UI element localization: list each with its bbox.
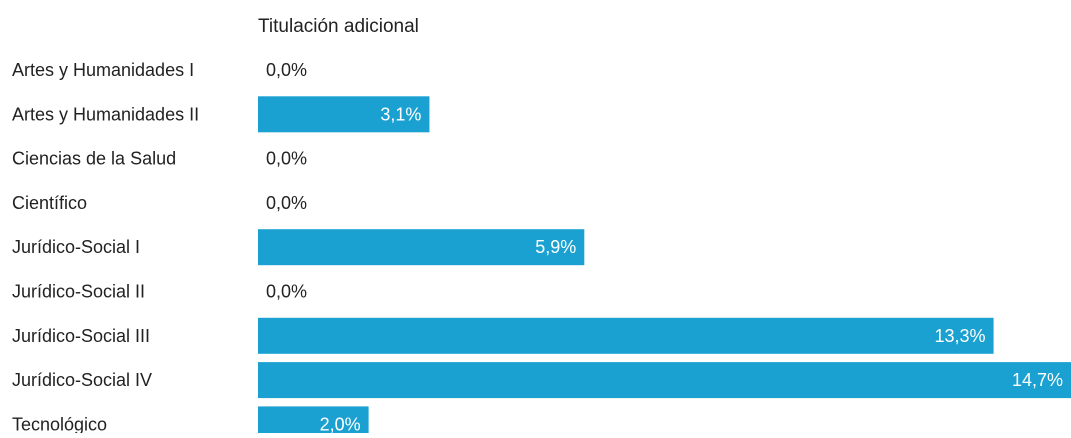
bar-row: Jurídico-Social II 0,0%: [12, 282, 307, 302]
bar-row: Ciencias de la Salud 0,0%: [12, 149, 307, 169]
category-label: Jurídico-Social IV: [12, 370, 152, 390]
bar-row: Jurídico-Social I 5,9%: [12, 229, 585, 266]
category-label: Jurídico-Social II: [12, 282, 145, 302]
category-label: Científico: [12, 193, 87, 213]
value-label: 2,0%: [320, 414, 361, 433]
category-label: Artes y Humanidades I: [12, 60, 194, 80]
bar-row: Tecnológico 2,0%: [12, 406, 369, 438]
bar: [258, 362, 1071, 399]
category-label: Tecnológico: [12, 414, 107, 433]
bar-row: Artes y Humanidades I 0,0%: [12, 60, 307, 80]
category-label: Artes y Humanidades II: [12, 104, 199, 124]
bar-row: Científico 0,0%: [12, 193, 307, 213]
bar: [258, 317, 994, 354]
value-label: 0,0%: [266, 282, 307, 302]
value-label: 14,7%: [1012, 370, 1063, 390]
value-label: 0,0%: [266, 149, 307, 169]
bar: [258, 96, 430, 133]
value-label: 3,1%: [380, 104, 421, 124]
chart-title: Titulación adicional: [258, 16, 419, 37]
value-label: 0,0%: [266, 193, 307, 213]
bar: [258, 229, 585, 266]
category-label: Jurídico-Social III: [12, 326, 150, 346]
bar-row: Artes y Humanidades II 3,1%: [12, 96, 430, 133]
category-label: Jurídico-Social I: [12, 237, 140, 257]
value-label: 13,3%: [935, 326, 986, 346]
value-label: 0,0%: [266, 60, 307, 80]
bar-row: Jurídico-Social IV 14,7%: [12, 362, 1071, 399]
category-label: Ciencias de la Salud: [12, 149, 176, 169]
chart-rows: Artes y Humanidades I 0,0%Artes y Humanid…: [12, 60, 1071, 438]
value-label: 5,9%: [535, 237, 576, 257]
bar-row: Jurídico-Social III 13,3%: [12, 317, 994, 354]
